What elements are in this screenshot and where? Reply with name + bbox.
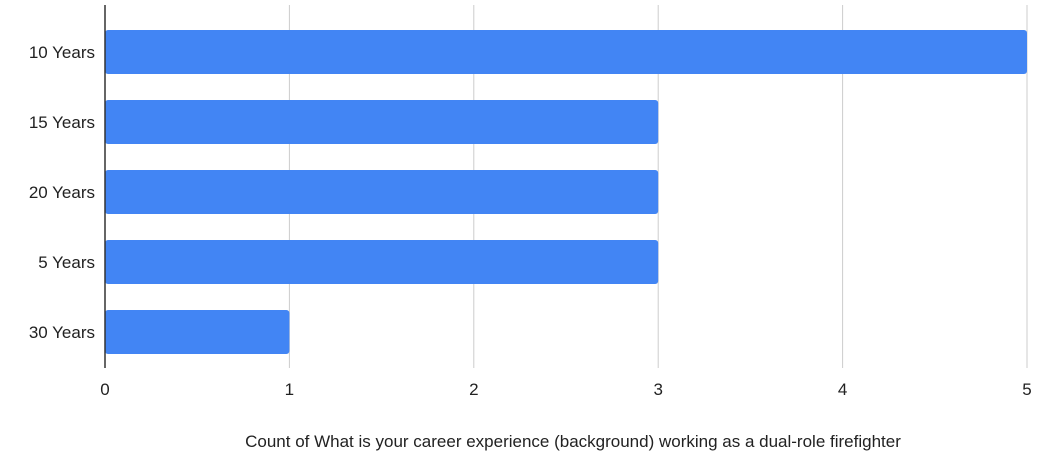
x-tick-label: 0 [100,380,109,399]
y-tick-label: 20 Years [29,183,95,202]
y-tick-labels: 10 Years 15 Years 20 Years 5 Years 30 Years [29,43,95,342]
bar [105,100,659,144]
bars [105,30,1027,354]
x-tick-label: 4 [838,380,847,399]
x-tick-label: 2 [469,380,478,399]
x-axis-title: Count of What is your career experience … [245,432,901,451]
bar [105,170,659,214]
bar [105,310,290,354]
y-tick-label: 30 Years [29,323,95,342]
y-tick-label: 10 Years [29,43,95,62]
x-tick-label: 5 [1022,380,1031,399]
x-tick-label: 3 [653,380,662,399]
y-tick-label: 5 Years [38,253,95,272]
x-tick-label: 1 [285,380,294,399]
x-tick-labels: 0 1 2 3 4 5 [100,380,1031,399]
bar [105,240,659,284]
bar [105,30,1027,74]
y-tick-label: 15 Years [29,113,95,132]
